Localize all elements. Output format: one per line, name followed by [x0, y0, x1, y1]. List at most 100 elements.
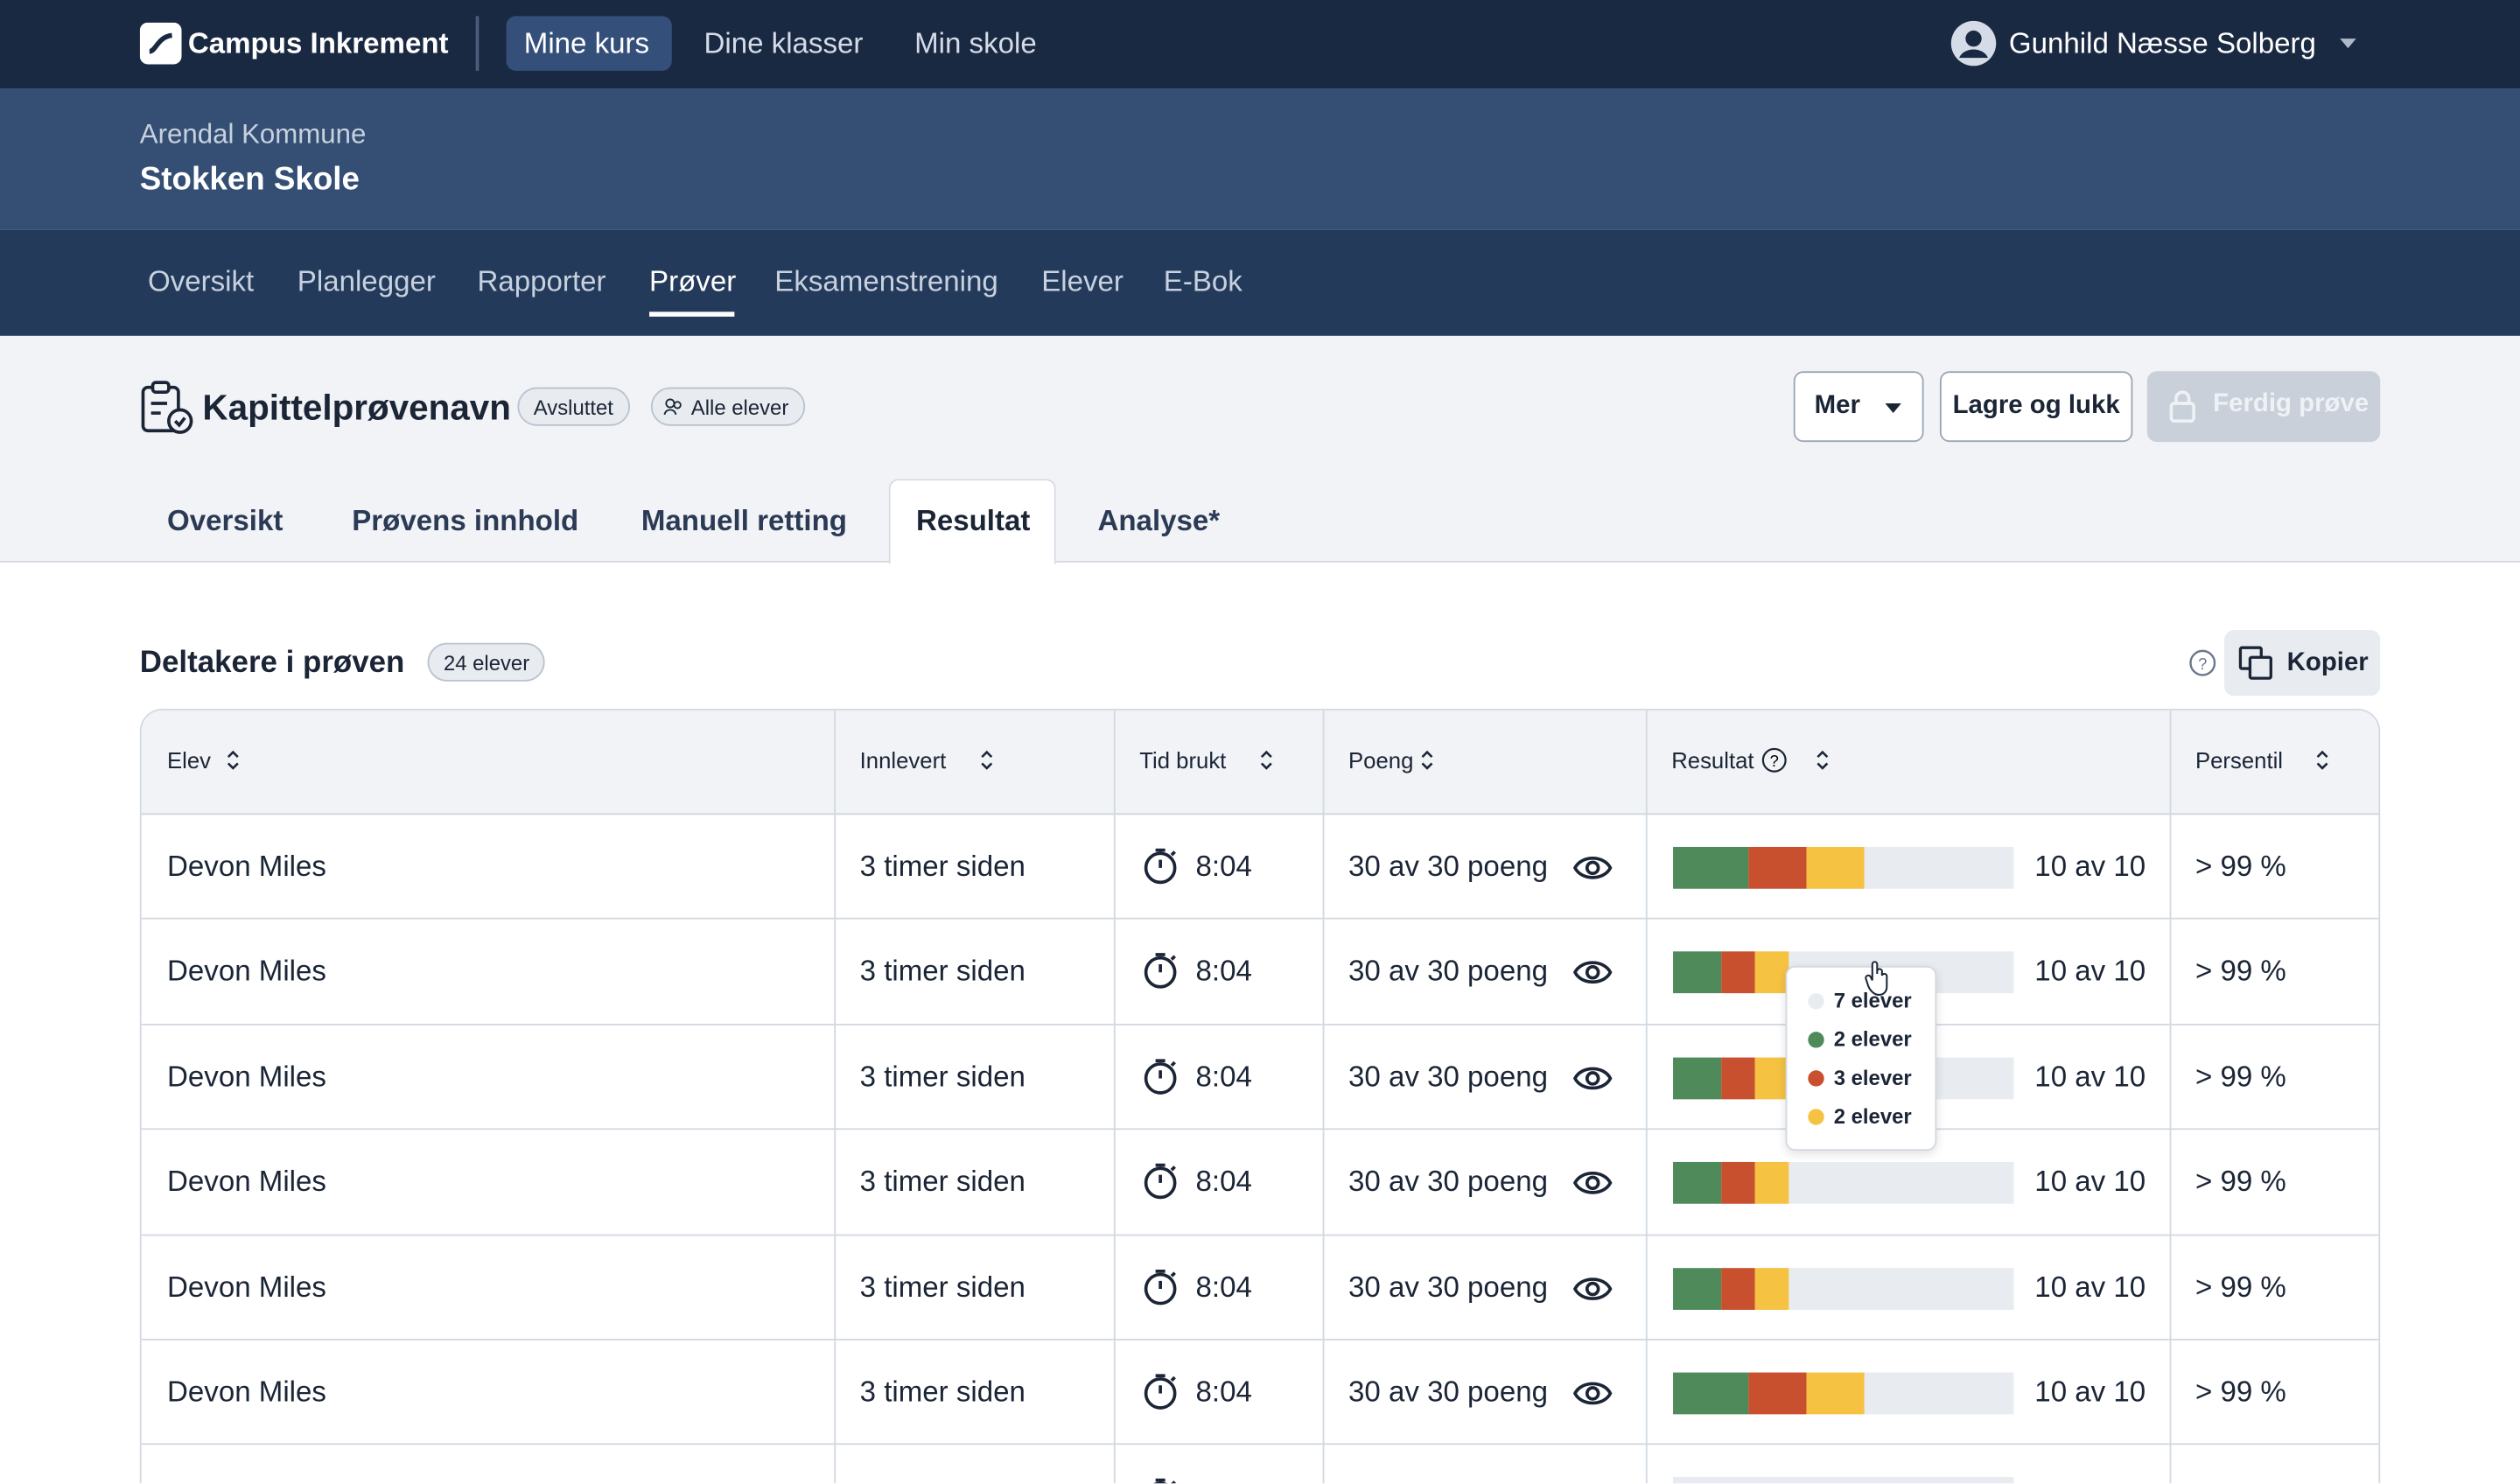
section-tab[interactable]: Prøver	[649, 265, 737, 298]
percentile: > 99 %	[2194, 1165, 2286, 1198]
column-header[interactable]: Persentil	[2194, 747, 2284, 774]
count-badge: 24 elever	[427, 642, 546, 682]
tooltip-item: 2 elever	[1833, 1103, 1912, 1129]
result-segment	[1754, 1162, 1789, 1205]
copy-icon	[2238, 646, 2272, 680]
timer-icon	[1144, 1164, 1177, 1200]
section-tab[interactable]: E-Bok	[1163, 265, 1242, 298]
user-caret[interactable]	[2338, 37, 2357, 50]
finish-button[interactable]: Ferdig prøve	[2146, 371, 2381, 443]
help-icon: ?	[1761, 747, 1787, 773]
col-divider	[1113, 710, 1116, 1484]
points: 30 av 30 poeng	[1348, 1060, 1549, 1093]
audience-badge: Alle elever	[650, 387, 805, 426]
result-segment	[1805, 1372, 1865, 1415]
legend-dot	[1808, 1109, 1824, 1125]
points: 30 av 30 poeng	[1348, 1270, 1549, 1303]
sort-icon	[228, 750, 240, 770]
view-icon	[1572, 1067, 1613, 1089]
test-tab[interactable]: Resultat	[915, 504, 1031, 537]
test-tab[interactable]: Prøvens innhold	[352, 504, 579, 537]
column-header[interactable]: Resultat	[1671, 747, 1754, 774]
legend-dot	[1808, 1070, 1824, 1087]
result-segment	[1673, 846, 1748, 889]
section-tab[interactable]: Elever	[1041, 265, 1124, 298]
brand-logo	[139, 22, 182, 65]
view-icon	[1572, 1382, 1613, 1405]
result: 10 av 10	[2034, 1060, 2146, 1093]
copy-text: Kopier	[2286, 649, 2369, 677]
result-segment	[1673, 1267, 1721, 1310]
section-tabs	[0, 229, 2520, 336]
student-name[interactable]: Devon Miles	[167, 1060, 326, 1093]
percentile: > 99 %	[2194, 850, 2286, 883]
col-divider	[834, 710, 836, 1484]
test-tab[interactable]: Analyse*	[1097, 504, 1221, 537]
result-track	[1673, 1477, 2014, 1484]
nav-link[interactable]: Min skole	[914, 27, 1037, 60]
time-used: 8:04	[1195, 1165, 1252, 1198]
legend-dot	[1808, 1032, 1824, 1048]
timer-icon	[1144, 1269, 1177, 1305]
student-name[interactable]: Devon Miles	[167, 955, 326, 988]
view-icon	[1572, 1172, 1613, 1195]
time-used: 8:04	[1195, 850, 1252, 883]
timer-icon	[1144, 848, 1177, 885]
top-nav	[0, 0, 2520, 89]
result-segment	[1754, 1057, 1789, 1099]
school-name: Stokken Skole	[139, 162, 360, 198]
section-tab[interactable]: Planlegger	[297, 265, 436, 298]
test-title: Kapittelprøvenavn	[202, 387, 511, 428]
sort-icon	[2317, 750, 2329, 770]
lock-icon	[2169, 390, 2195, 424]
save-button[interactable]: Lagre og lukk	[1939, 371, 2133, 443]
result-track	[1673, 1372, 2014, 1415]
timer-icon	[1144, 953, 1177, 990]
row-divider	[141, 1444, 2379, 1446]
column-header[interactable]: Innlevert	[859, 747, 947, 774]
nav-link[interactable]: Mine kurs	[523, 27, 650, 60]
svg-text:?: ?	[2198, 654, 2207, 673]
submitted: 3 timer siden	[859, 1270, 1026, 1303]
time-used: 8:04	[1195, 1060, 1252, 1093]
column-header[interactable]: Tid brukt	[1139, 747, 1227, 774]
section-tab[interactable]: Oversikt	[147, 265, 255, 298]
test-tab[interactable]: Manuell retting	[640, 504, 847, 537]
result-segment	[1720, 1267, 1755, 1310]
row-divider	[141, 1233, 2379, 1236]
active-link-bg	[506, 16, 672, 71]
submitted: 3 timer siden	[859, 1376, 1026, 1408]
table: Elev Innlevert Tid brukt Poeng Resultat? Pers…	[139, 709, 2381, 1484]
nav-link[interactable]: Dine klasser	[704, 27, 864, 60]
student-name[interactable]: Devon Miles	[167, 1376, 326, 1408]
result-segment	[1673, 1057, 1721, 1099]
divider	[475, 16, 480, 71]
student-name[interactable]: Devon Miles	[167, 1165, 326, 1198]
copy-button[interactable]: Kopier	[2224, 630, 2381, 696]
school-band	[0, 88, 2520, 230]
tooltip: 7 elever 2 elever 3 elever 2 elever	[1785, 965, 1937, 1152]
student-name[interactable]: Devon Miles	[167, 1270, 326, 1303]
svg-text:?: ?	[1770, 752, 1779, 770]
more-button[interactable]: Mer	[1793, 371, 1924, 443]
avatar[interactable]	[1950, 19, 1998, 67]
active-underline	[649, 312, 735, 317]
result-track	[1673, 1267, 2014, 1310]
row-divider	[141, 1339, 2379, 1340]
view-icon	[1572, 962, 1613, 984]
user-name[interactable]: Gunhild Næsse Solberg	[2008, 27, 2316, 60]
column-header[interactable]: Poeng	[1348, 747, 1414, 774]
help-icon[interactable]: ?	[2189, 649, 2216, 676]
result: 10 av 10	[2034, 1270, 2146, 1303]
test-tab[interactable]: Oversikt	[167, 504, 284, 537]
student-name[interactable]: Devon Miles	[167, 850, 326, 883]
section-tab[interactable]: Eksamenstrening	[774, 265, 998, 298]
result: 10 av 10	[2034, 1165, 2146, 1198]
section-tab[interactable]: Rapporter	[477, 265, 606, 298]
timer-icon	[1144, 1059, 1177, 1095]
result-segment	[1754, 952, 1789, 994]
brand[interactable]: Campus Inkrement	[187, 27, 449, 60]
column-header[interactable]: Elev	[167, 747, 212, 774]
time-used: 8:04	[1195, 955, 1252, 988]
